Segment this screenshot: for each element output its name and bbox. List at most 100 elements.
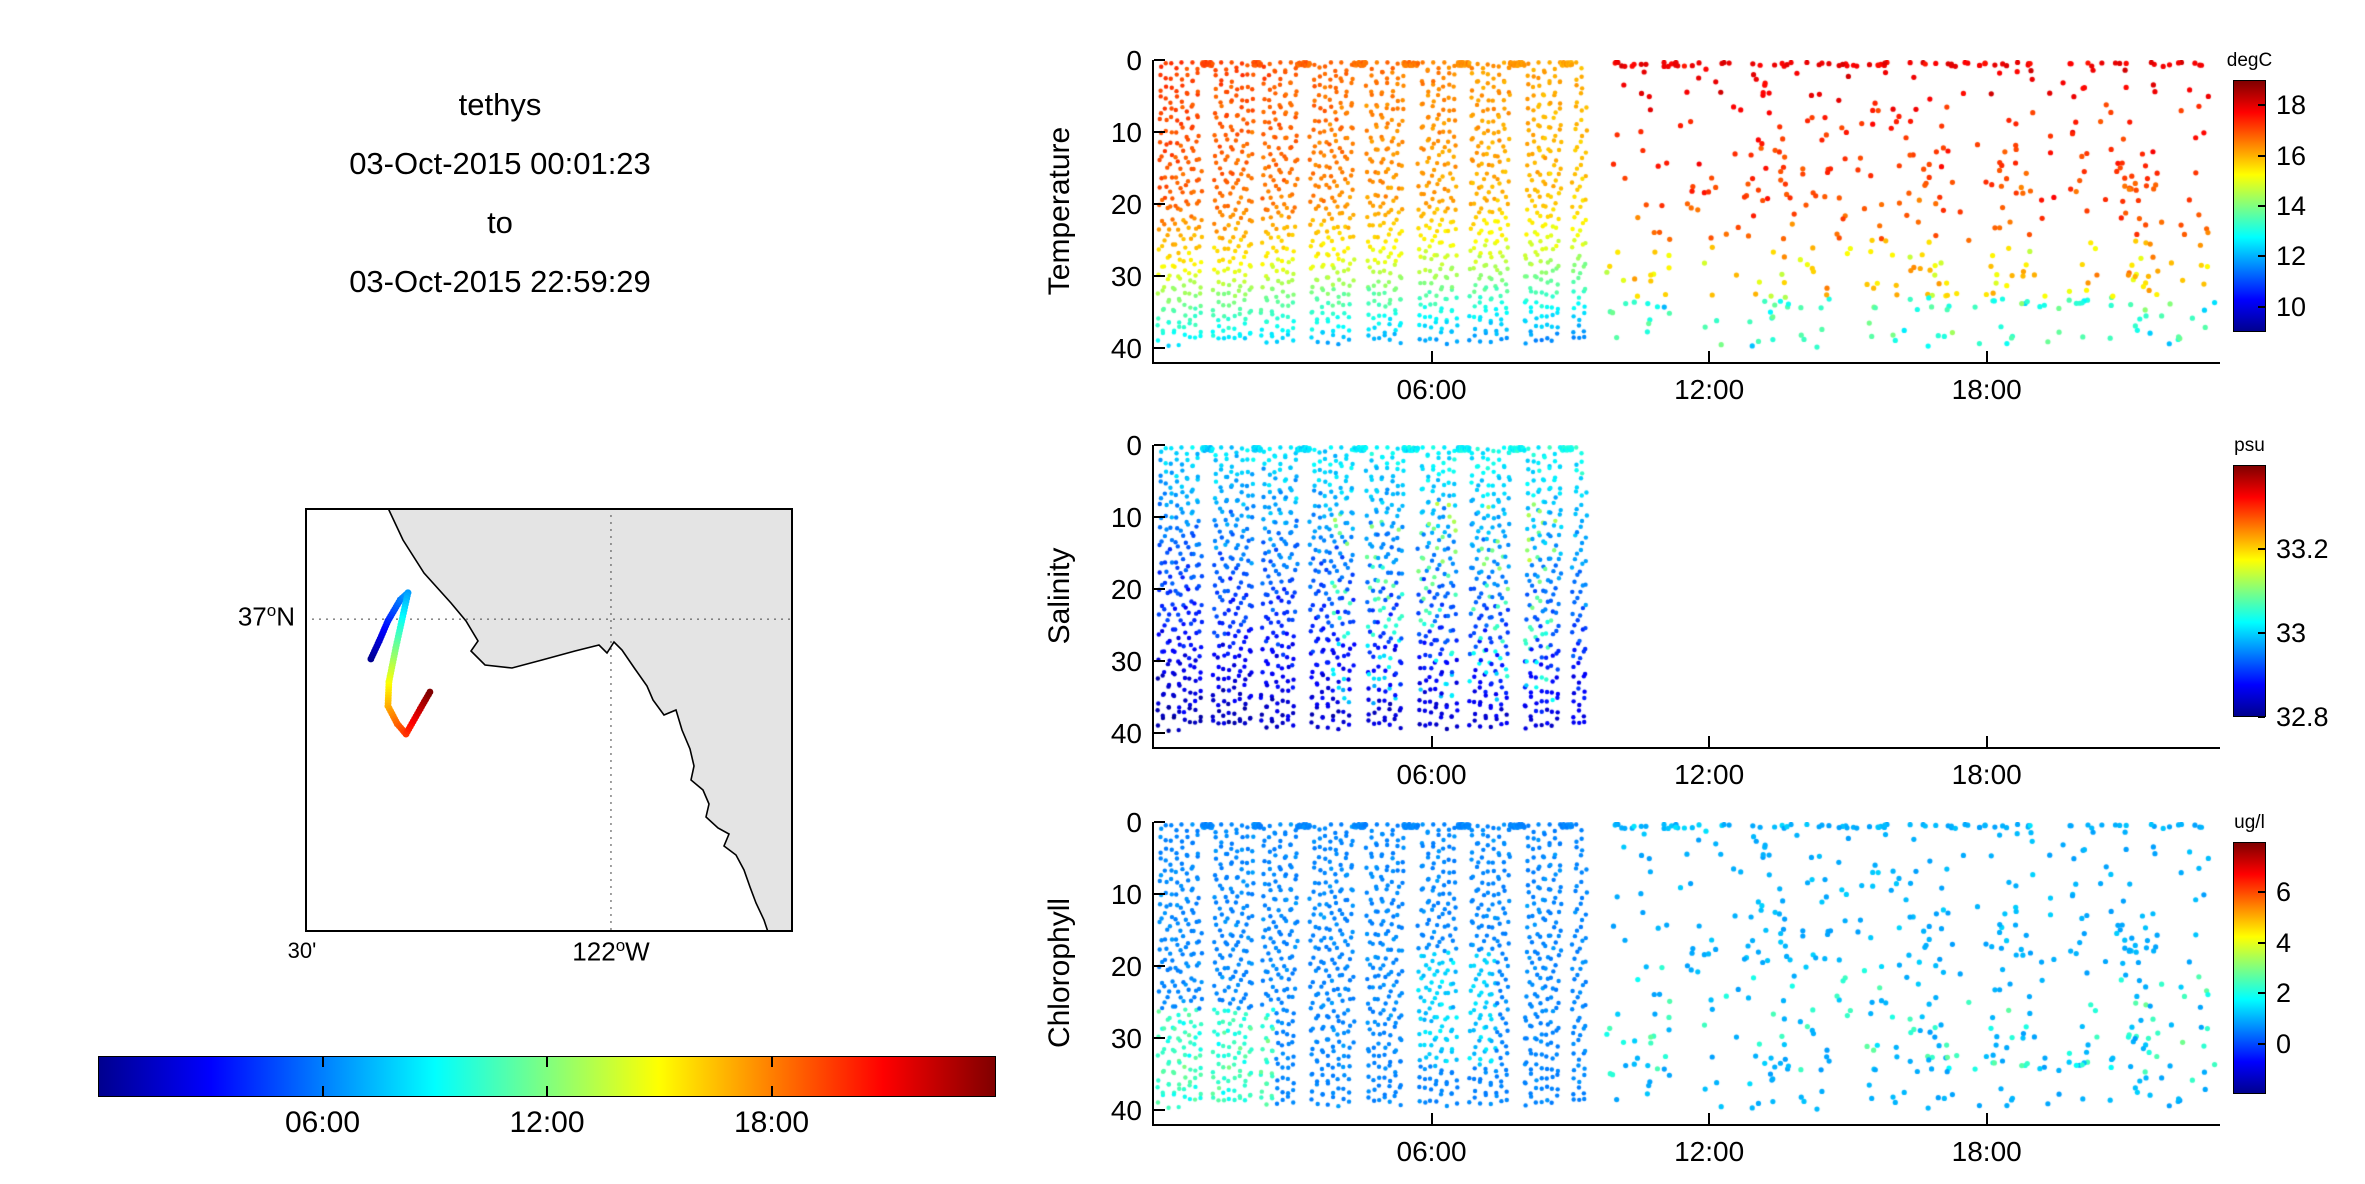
x-tick <box>1430 351 1433 362</box>
temperature-colorbar-tick-label: 18 <box>2276 90 2307 121</box>
temperature-colorbar-tick <box>2258 255 2265 258</box>
y-tick <box>1154 59 1165 61</box>
salinity-scatter-canvas <box>1154 445 2218 747</box>
coastline-map-svg <box>305 507 794 933</box>
y-tick-label: 0 <box>1126 807 1142 838</box>
x-tick <box>1708 351 1711 362</box>
salinity-colorbar <box>2233 465 2266 717</box>
latitude-degrees: 37 <box>237 601 267 632</box>
chlorophyll-scatter-canvas <box>1154 822 2218 1124</box>
y-tick-label: 20 <box>1110 188 1142 220</box>
salinity-colorbar-tick <box>2258 716 2265 718</box>
y-tick <box>1154 130 1165 133</box>
to-label: to <box>487 205 513 240</box>
x-tick-label: 06:00 <box>1396 759 1467 790</box>
y-tick-label: 0 <box>1126 430 1142 461</box>
salinity-colorbar-tick <box>2258 548 2265 550</box>
x-tick <box>1985 1113 1988 1124</box>
x-tick-label: 06:00 <box>1396 1136 1467 1167</box>
time-colorbar-tick <box>770 1086 773 1096</box>
chlorophyll-colorbar-tick-label: 0 <box>2276 1028 2292 1059</box>
longitude-hemisphere: W <box>625 936 650 967</box>
end-timestamp: 03-Oct-2015 22:59:29 <box>349 264 651 299</box>
temperature-colorbar-tick-label: 16 <box>2276 140 2307 171</box>
salinity-colorbar-tick-label: 32.8 <box>2276 702 2329 732</box>
y-tick <box>1154 964 1165 967</box>
x-tick <box>1985 736 1988 747</box>
y-tick-label: 40 <box>1110 332 1142 364</box>
y-tick <box>1154 444 1165 446</box>
latitude-hemisphere: N <box>276 601 295 632</box>
temperature-colorbar-tick <box>2258 154 2265 157</box>
longitude-degrees: 122 <box>572 936 616 967</box>
y-tick <box>1154 1036 1165 1039</box>
temperature-colorbar-tick <box>2258 205 2265 207</box>
y-tick <box>1154 892 1165 895</box>
chlorophyll-colorbar-tick-label: 2 <box>2276 978 2292 1009</box>
x-tick <box>1985 351 1988 362</box>
latitude-label: 37oN <box>175 601 295 633</box>
chlorophyll-colorbar-tick <box>2258 992 2265 995</box>
y-tick <box>1154 515 1165 518</box>
time-colorbar-tick-label: 18:00 <box>733 1106 810 1139</box>
y-tick-label: 20 <box>1110 950 1142 982</box>
x-tick <box>1708 736 1711 747</box>
figure-title-block: tethys 03-Oct-2015 00:01:23 to 03-Oct-20… <box>150 75 850 311</box>
y-tick <box>1154 202 1165 205</box>
x-tick-label: 12:00 <box>1674 1136 1745 1167</box>
x-tick-label: 12:00 <box>1674 759 1745 790</box>
temperature-colorbar-tick <box>2258 305 2265 308</box>
x-tick-label: 06:00 <box>1396 374 1467 405</box>
time-colorbar-tick <box>321 1086 324 1096</box>
y-tick <box>1154 346 1165 349</box>
y-tick <box>1154 587 1165 590</box>
y-tick-label: 30 <box>1110 260 1142 292</box>
chlorophyll-axes <box>1152 822 2220 1126</box>
salinity-axes <box>1152 445 2220 749</box>
time-colorbar-tick <box>546 1086 548 1096</box>
y-tick-label: 10 <box>1110 501 1142 533</box>
x-tick-label: 12:00 <box>1674 374 1745 405</box>
x-tick-label: 18:00 <box>1951 759 2022 790</box>
x-tick-label: 18:00 <box>1951 1136 2022 1167</box>
map-frame <box>305 508 793 932</box>
y-tick <box>1154 821 1165 823</box>
x-tick <box>1430 1113 1433 1124</box>
y-tick-label: 10 <box>1110 878 1142 910</box>
salinity-colorbar-unit: psu <box>2234 435 2265 456</box>
salinity-colorbar-tick <box>2258 632 2265 634</box>
y-tick <box>1154 731 1165 734</box>
chlorophyll-colorbar-tick <box>2258 891 2265 894</box>
land-mass <box>386 507 794 933</box>
time-colorbar-tick <box>546 1057 548 1067</box>
time-colorbar-tick-label: 12:00 <box>509 1106 585 1139</box>
y-tick-label: 0 <box>1126 45 1142 76</box>
vehicle-name: tethys <box>458 87 542 122</box>
y-tick-label: 10 <box>1110 116 1142 148</box>
chlorophyll-colorbar-tick <box>2258 1042 2265 1045</box>
y-tick <box>1154 274 1165 277</box>
y-tick-label: 30 <box>1110 1022 1142 1054</box>
chlorophyll-colorbar <box>2233 842 2266 1094</box>
temperature-scatter-canvas <box>1154 60 2218 362</box>
temperature-axes <box>1152 60 2220 364</box>
chlorophyll-colorbar-unit: ug/l <box>2234 812 2265 833</box>
time-colorbar-tick <box>321 1057 324 1067</box>
time-colorbar-tick-label: 06:00 <box>284 1106 361 1139</box>
track-point <box>426 688 434 696</box>
y-tick-label: 30 <box>1110 645 1142 677</box>
y-tick <box>1154 1108 1165 1111</box>
x-tick <box>1708 1113 1711 1124</box>
chlorophyll-colorbar-tick <box>2258 941 2265 944</box>
temperature-colorbar-tick-label: 12 <box>2276 241 2307 272</box>
y-tick-label: 40 <box>1110 717 1142 749</box>
time-colorbar-tick <box>770 1057 773 1067</box>
salinity-colorbar-tick-label: 33.2 <box>2276 534 2329 564</box>
temperature-colorbar-tick-label: 10 <box>2276 291 2307 322</box>
longitude-label: 122oW <box>551 936 671 968</box>
vehicle-track <box>367 589 434 738</box>
start-timestamp: 03-Oct-2015 00:01:23 <box>349 146 651 181</box>
x-tick-label: 18:00 <box>1951 374 2022 405</box>
salinity-colorbar-tick-label: 33 <box>2276 618 2307 648</box>
